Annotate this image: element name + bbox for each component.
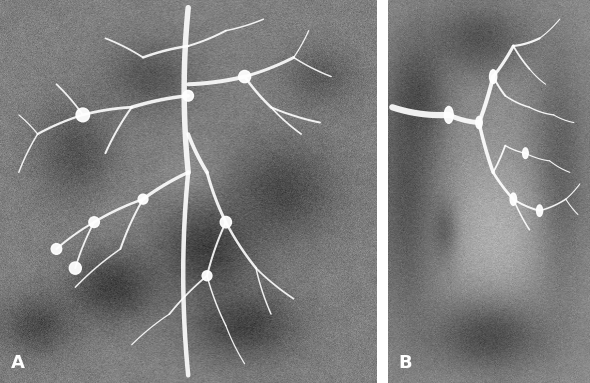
Circle shape (536, 205, 543, 216)
Circle shape (238, 70, 251, 83)
Circle shape (69, 262, 81, 274)
Circle shape (202, 271, 212, 281)
Text: A: A (11, 354, 25, 372)
Circle shape (89, 217, 99, 228)
Circle shape (490, 70, 497, 83)
Text: B: B (398, 354, 412, 372)
Circle shape (76, 108, 90, 122)
Circle shape (183, 90, 194, 101)
Circle shape (138, 194, 148, 204)
Circle shape (476, 116, 482, 129)
Circle shape (510, 193, 517, 205)
Circle shape (444, 106, 453, 123)
Circle shape (523, 148, 528, 159)
Circle shape (51, 244, 62, 254)
Circle shape (220, 216, 231, 228)
